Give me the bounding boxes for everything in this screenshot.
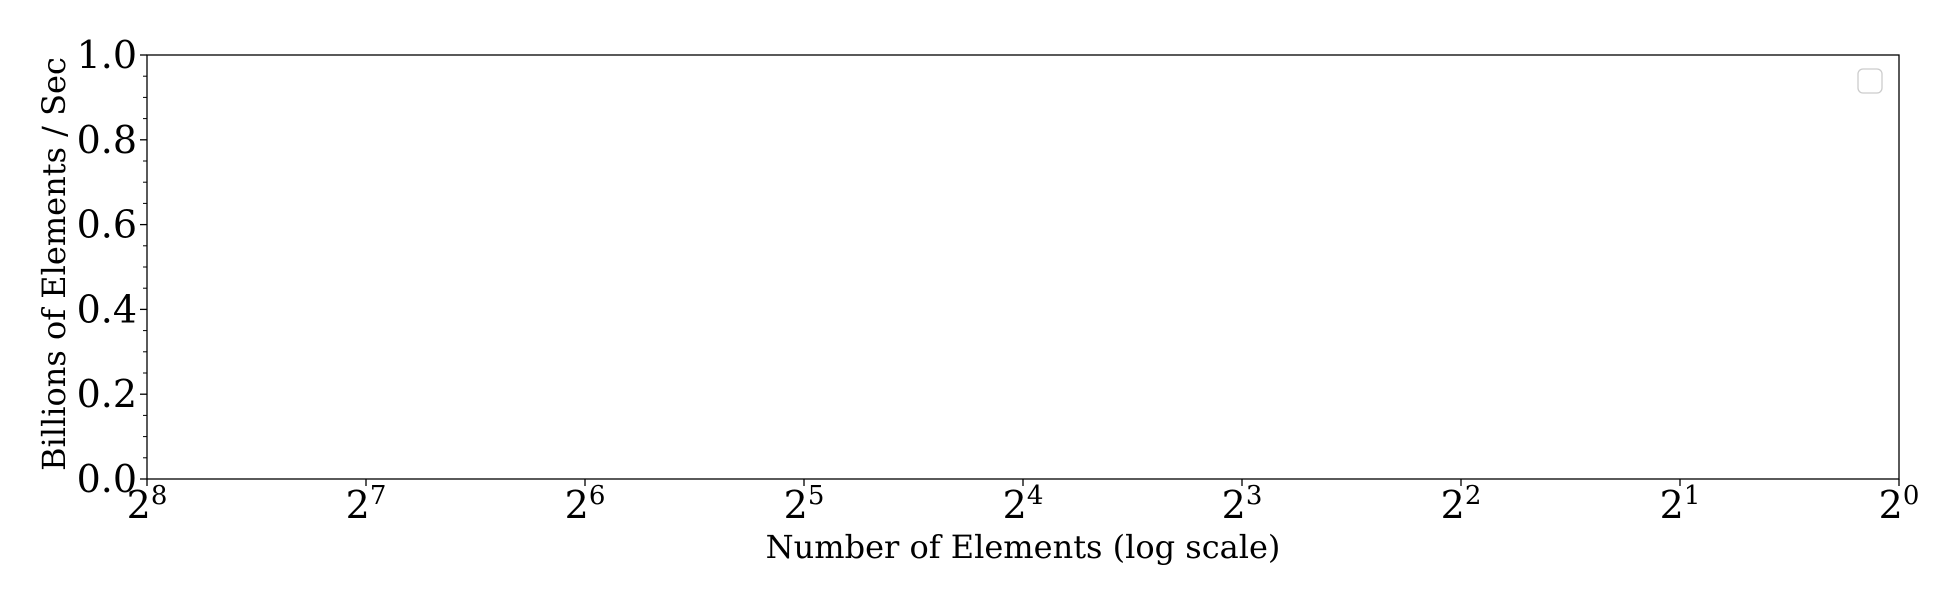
legend — [1857, 68, 1883, 94]
y-tick-label: 0.6 — [77, 203, 137, 247]
x-tick-label: 25 — [784, 481, 825, 527]
x-tick-label: 21 — [1660, 481, 1701, 527]
y-tick-label: 0.4 — [77, 287, 137, 331]
y-tick-label: 1.0 — [77, 33, 137, 77]
y-axis-label: Billions of Elements / Sec — [35, 57, 73, 471]
y-tick-label: 0.2 — [77, 372, 137, 416]
x-tick-label: 24 — [1003, 481, 1044, 527]
y-axis-ticks: 0.0 0.2 0.4 0.6 0.8 1.0 — [77, 33, 147, 501]
x-tick-label: 26 — [565, 481, 606, 527]
y-tick-label: 0.8 — [77, 118, 137, 162]
y-tick-label: 0.0 — [77, 457, 137, 501]
x-axis-ticks: 28 27 26 25 24 23 22 21 20 — [127, 479, 1920, 527]
x-tick-label: 20 — [1879, 481, 1920, 527]
x-tick-label: 27 — [346, 481, 387, 527]
x-tick-label: 23 — [1222, 481, 1263, 527]
x-axis-label: Number of Elements (log scale) — [766, 528, 1281, 566]
x-tick-label: 22 — [1441, 481, 1482, 527]
plot-area — [146, 54, 1900, 480]
x-tick-label: 28 — [127, 481, 168, 527]
